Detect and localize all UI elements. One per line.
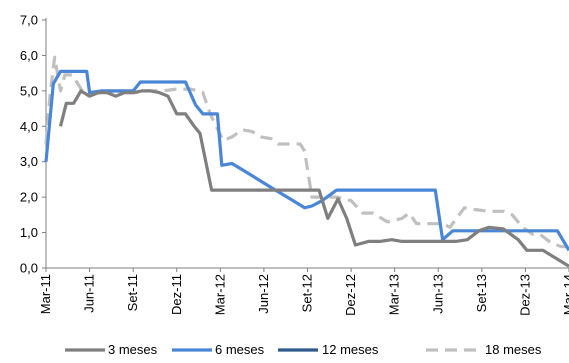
x-tick-label: Dez-11 [169, 274, 184, 315]
x-tick-label: Mar-13 [387, 274, 402, 315]
x-tick-label: Dez-13 [517, 274, 532, 316]
series-line-6-meses [44, 69, 569, 252]
y-tick-label: 1,0 [20, 225, 38, 240]
y-tick-label: 2,0 [20, 190, 38, 205]
x-tick-label: Jun-11 [82, 274, 97, 313]
axes: 0,0 1,0 2,0 3,0 4,0 5,0 6,0 7,0 Mar-11 Jun-11 Set-… [20, 13, 569, 316]
x-tick-label: Mar-11 [38, 274, 53, 314]
y-tick-label: 5,0 [20, 83, 38, 98]
x-tick-label: Mar-12 [212, 274, 227, 315]
x-tick-label: Set-13 [474, 274, 489, 312]
series-lines [44, 55, 569, 268]
y-tick-label: 0,0 [20, 261, 38, 276]
series-line-18-meses [44, 55, 569, 249]
y-tick-label: 3,0 [20, 154, 38, 169]
legend-label: 6 meses [215, 342, 265, 357]
legend-label: 3 meses [108, 342, 158, 357]
x-tick-label: Dez-12 [343, 274, 358, 316]
legend: 3 meses 6 meses 12 meses 18 meses [65, 342, 542, 357]
x-tick-label: Jun-12 [256, 274, 271, 314]
y-tick-label: 6,0 [20, 48, 38, 63]
y-tick-label: 7,0 [20, 13, 38, 28]
y-tick-label: 4,0 [20, 119, 38, 134]
legend-label: 18 meses [485, 342, 542, 357]
x-tick-label: Mar-14 [561, 274, 569, 315]
series-line-3-meses [58, 89, 569, 268]
x-tick-label: Jun-13 [430, 274, 445, 314]
x-tick-label: Set-12 [300, 274, 315, 312]
legend-label: 12 meses [322, 342, 379, 357]
x-tick-label: Set-11 [125, 274, 140, 311]
